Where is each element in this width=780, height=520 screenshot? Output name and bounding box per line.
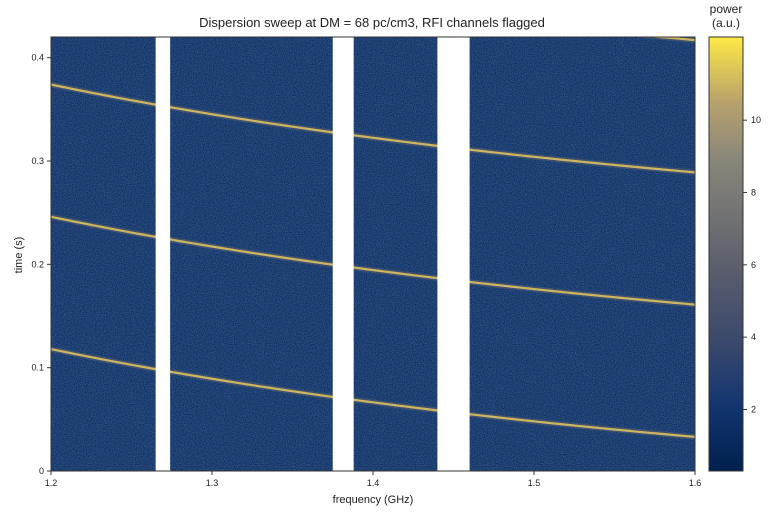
x-tick-label: 1.6	[689, 478, 702, 488]
axes: 1.2 1.3 1.4 1.5 1.6 0 0.1 0.2 0.3 0.4	[31, 36, 702, 488]
x-tick-label: 1.2	[45, 478, 58, 488]
y-tick-label: 0	[39, 466, 44, 476]
flagged-channel-band	[155, 37, 171, 471]
x-tick-label: 1.4	[367, 478, 380, 488]
y-tick-label: 0.4	[31, 53, 44, 63]
colorbar-gradient	[708, 36, 744, 472]
colorbar-tick-label: 4	[751, 332, 756, 342]
colorbar-tick-label: 2	[751, 405, 756, 415]
x-tick-label: 1.3	[206, 478, 219, 488]
chart-title: Dispersion sweep at DM = 68 pc/cm3, RFI …	[199, 15, 545, 30]
x-axis-label: frequency (GHz)	[333, 494, 414, 506]
y-tick-label: 0.1	[31, 363, 44, 373]
y-tick-label: 0.3	[31, 156, 44, 166]
colorbar-tick-label: 8	[751, 188, 756, 198]
colorbar: power (a.u.) 2 4 6 8 10	[708, 2, 761, 472]
y-axis-label: time (s)	[13, 237, 25, 274]
x-tick-label: 1.5	[528, 478, 541, 488]
heatmap-clip-group	[51, 37, 695, 471]
colorbar-tick-label: 6	[751, 260, 756, 270]
flagged-channel-band	[332, 37, 354, 471]
colorbar-label-line2: (a.u.)	[712, 16, 740, 30]
flagged-channel-band	[437, 37, 470, 471]
y-tick-label: 0.2	[31, 259, 44, 269]
heatmap-plot-area	[51, 37, 695, 471]
colorbar-label-line1: power	[710, 2, 743, 16]
colorbar-tick-label: 10	[751, 115, 761, 125]
